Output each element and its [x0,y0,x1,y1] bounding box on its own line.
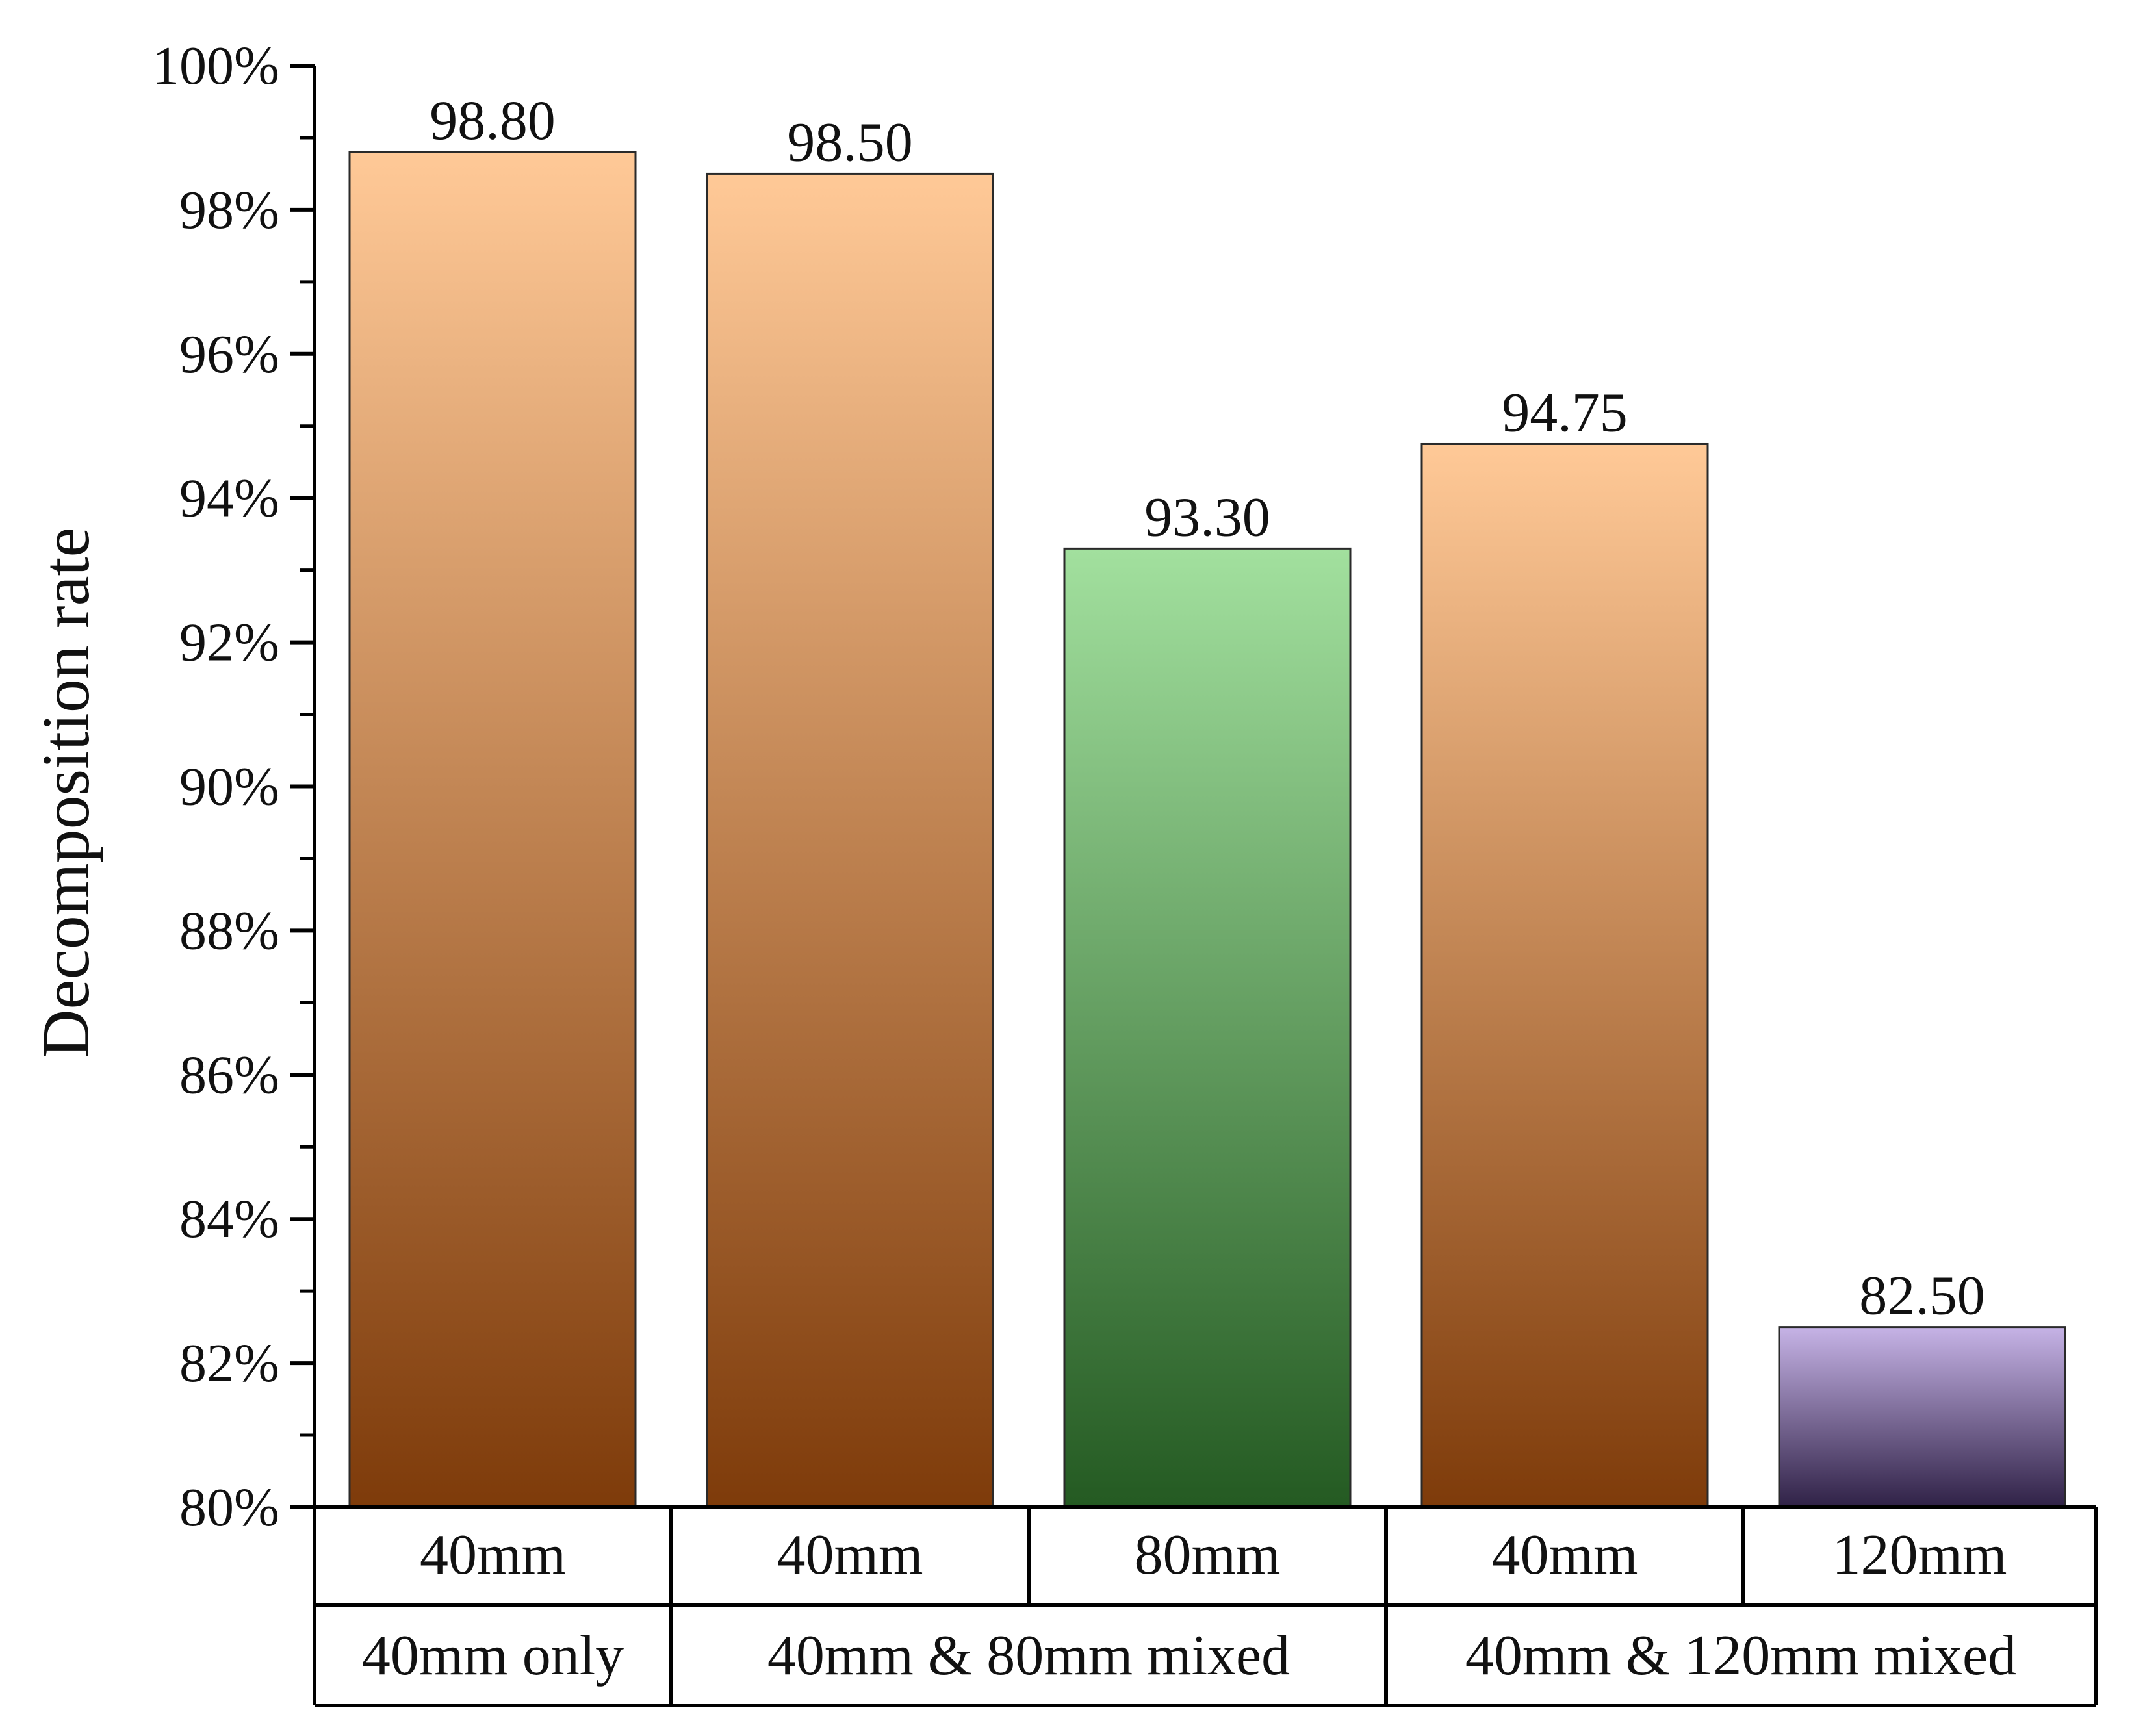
y-tick-label: 84% [179,1189,279,1249]
y-tick-label: 92% [179,613,279,673]
y-tick-label: 98% [179,180,279,240]
bar-value-label: 82.50 [1859,1264,1985,1327]
bar-2 [706,172,994,1509]
category-label: 40mm [420,1524,566,1587]
bar-value-labels: 98.80 98.50 93.30 94.75 82.50 [430,89,1985,1326]
bar-value-label: 93.30 [1144,485,1270,548]
y-tick-label: 94% [179,468,279,529]
category-label: 120mm [1832,1524,2007,1587]
category-label: 40mm [777,1524,923,1587]
y-tick-label: 86% [179,1045,279,1105]
y-tick-label: 82% [179,1333,279,1394]
y-tick-label: 90% [179,757,279,817]
bar-4 [1420,442,1709,1509]
group-label: 40mm & 80mm mixed [767,1624,1290,1687]
category-label: 80mm [1135,1524,1281,1587]
y-axis: 80% 82% 84% 86% 88% 90% 92% 94% 96% 98% 100% [152,36,316,1538]
bar-1 [348,151,637,1509]
bar-value-label: 94.75 [1502,381,1628,443]
bar-value-label: 98.80 [430,89,556,151]
bars [348,151,2066,1509]
y-axis-title: Decomposition rate [29,527,103,1058]
y-tick-label: 100% [152,36,279,96]
group-label: 40mm & 120mm mixed [1465,1624,2016,1687]
y-tick-label: 88% [179,900,279,961]
category-label: 40mm [1492,1524,1638,1587]
y-tick-label: 96% [179,324,279,385]
y-tick-label: 80% [179,1477,279,1538]
bar-5 [1778,1326,2066,1509]
bar-value-label: 98.50 [787,110,913,173]
group-label: 40mm only [362,1624,624,1687]
category-table: 40mm 40mm 80mm 40mm 120mm 40mm only 40mm & 80m… [313,1505,2098,1707]
bar-3 [1063,547,1352,1509]
